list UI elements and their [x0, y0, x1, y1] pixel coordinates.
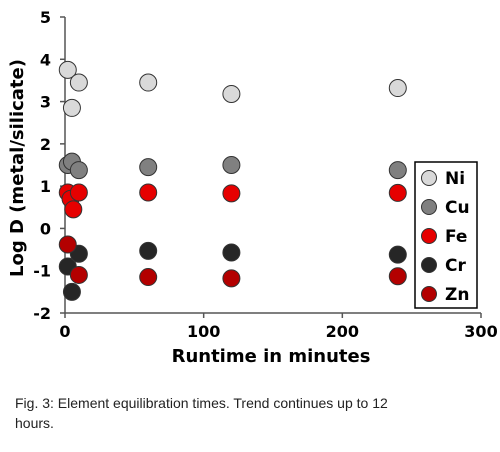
legend-marker-ni [421, 170, 437, 186]
y-tick-label: -1 [33, 262, 51, 281]
data-point-cu [388, 161, 407, 180]
data-point-ni [388, 79, 407, 98]
data-point-fe [388, 183, 407, 202]
legend-label-cu: Cu [445, 198, 470, 218]
data-point-ni [139, 73, 158, 92]
x-axis-title: Runtime in minutes [172, 346, 371, 367]
legend-label-fe: Fe [445, 227, 467, 247]
y-tick-label: 3 [40, 93, 51, 112]
legend-label-zn: Zn [445, 285, 469, 305]
x-tick-label: 0 [59, 322, 70, 341]
data-point-cr [139, 241, 158, 260]
y-tick-label: 0 [40, 219, 51, 238]
y-tick-label: 1 [40, 177, 51, 196]
figure-caption: Fig. 3: Element equilibration times. Tre… [15, 395, 388, 431]
data-point-ni [58, 60, 77, 79]
data-point-fe [64, 200, 83, 219]
legend-marker-cr [421, 257, 437, 273]
data-point-zn [139, 268, 158, 287]
data-point-ni [62, 98, 81, 117]
y-tick-label: 2 [40, 135, 51, 154]
data-point-cu [222, 156, 241, 174]
data-point-ni [222, 84, 241, 103]
y-tick-label: 4 [40, 50, 51, 69]
legend: Ni Cu Fe Cr Zn [414, 161, 478, 309]
x-tick-label: 300 [464, 322, 497, 341]
data-point-zn [388, 267, 407, 286]
y-tick-label: 5 [40, 8, 51, 27]
legend-marker-zn [421, 286, 437, 302]
y-tick-label: -2 [33, 304, 51, 323]
plot-area: -2 -1 0 1 2 3 4 5 0 100 200 300 [33, 8, 497, 341]
legend-marker-fe [421, 228, 437, 244]
data-point-fe [222, 184, 241, 203]
data-point-cr [222, 243, 241, 262]
data-point-zn [69, 265, 88, 284]
data-point-zn [222, 269, 241, 288]
y-axis-title: Log D (metal/silicate) [7, 59, 28, 277]
data-point-ni [69, 73, 88, 92]
data-point-fe [69, 183, 88, 202]
x-tick-label: 200 [326, 322, 359, 341]
data-point-cr [62, 282, 81, 301]
data-point-zn [58, 235, 77, 254]
legend-label-ni: Ni [445, 169, 465, 189]
data-point-cu [69, 161, 88, 180]
legend-marker-cu [421, 199, 437, 215]
legend-label-cr: Cr [445, 256, 466, 276]
data-point-cu [139, 158, 158, 177]
x-tick-label: 100 [187, 322, 220, 341]
data-point-fe [139, 183, 158, 202]
data-point-cr [388, 245, 407, 264]
